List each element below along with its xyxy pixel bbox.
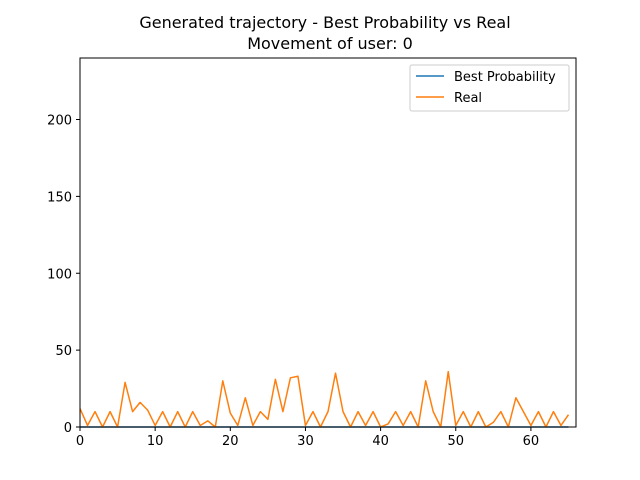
x-tick-label: 40 — [372, 434, 389, 449]
chart-title: Generated trajectory - Best Probability … — [139, 13, 510, 32]
legend: Best Probability Real — [409, 64, 570, 112]
series-line-real — [79, 370, 570, 428]
plot-frame — [79, 57, 577, 428]
y-tick-label: 50 — [55, 344, 72, 359]
y-tick-label: 150 — [47, 190, 72, 205]
x-tick-label: 60 — [523, 434, 540, 449]
legend-label-real: Real — [454, 91, 482, 106]
y-axis-ticks: 0 50 100 150 200 — [47, 114, 80, 436]
plot-lines — [79, 370, 570, 428]
x-tick-label: 10 — [147, 434, 164, 449]
y-tick-label: 200 — [47, 114, 72, 129]
y-tick-label: 100 — [47, 267, 72, 282]
x-tick-label: 30 — [297, 434, 314, 449]
y-tick-label: 0 — [64, 421, 72, 436]
x-tick-label: 50 — [447, 434, 464, 449]
x-axis-ticks: 0 10 20 30 40 50 60 — [76, 427, 539, 449]
legend-label-best-probability: Best Probability — [454, 70, 556, 85]
chart-subtitle: Movement of user: 0 — [247, 34, 413, 53]
x-tick-label: 0 — [76, 434, 84, 449]
legend-box — [409, 64, 570, 112]
x-tick-label: 20 — [222, 434, 239, 449]
